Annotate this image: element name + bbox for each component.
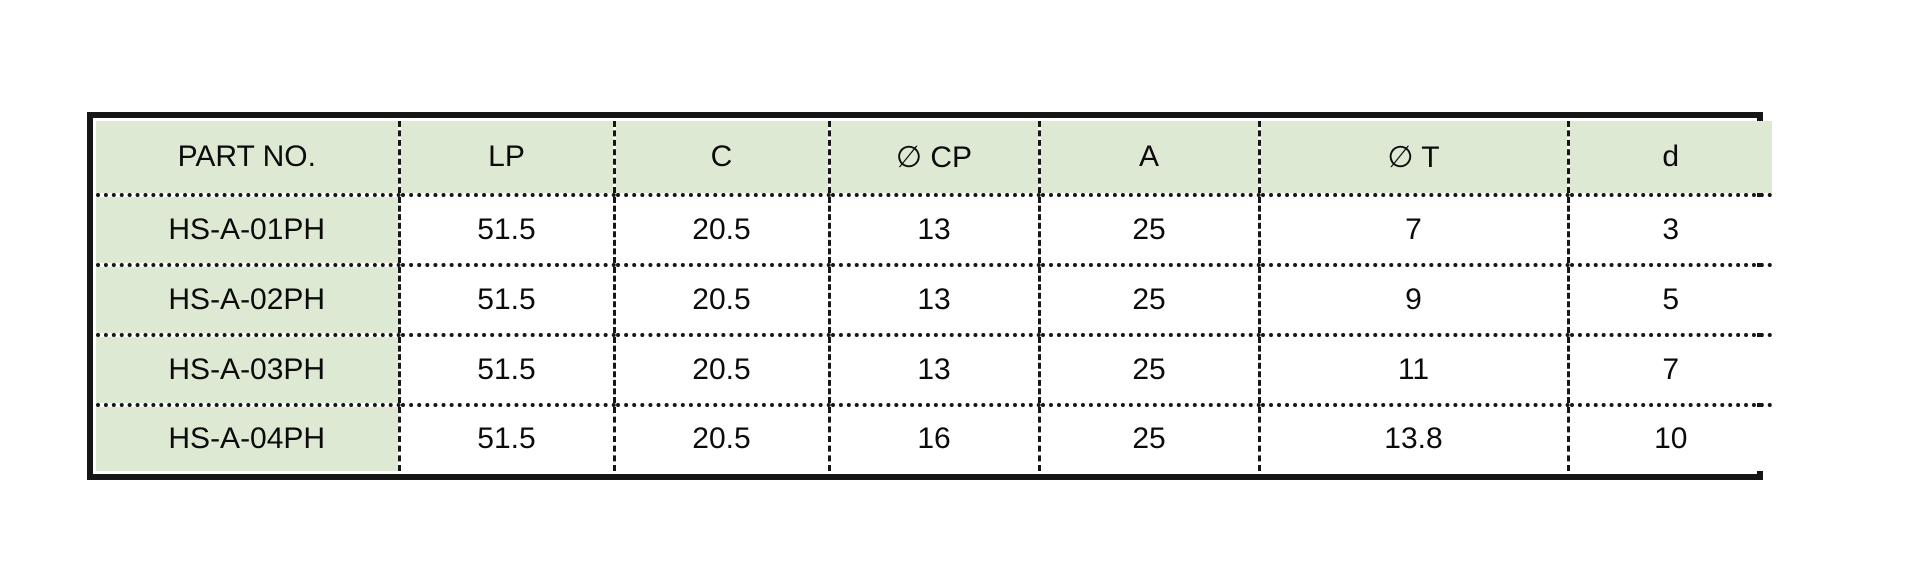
cell-dia-cp: 13 bbox=[827, 262, 1039, 335]
cell-lp: 51.5 bbox=[397, 332, 614, 405]
cell-c: 20.5 bbox=[612, 262, 829, 335]
spec-table-frame: PART NO. LP C ∅ CP A ∅ T d HS-A-01PH 51.… bbox=[87, 112, 1772, 480]
cell-part-no: HS-A-01PH bbox=[96, 193, 399, 265]
cell-dia-t: 7 bbox=[1257, 193, 1568, 265]
cell-c: 20.5 bbox=[612, 402, 829, 471]
column-header-part-no: PART NO. bbox=[96, 121, 399, 195]
cell-d: 7 bbox=[1566, 332, 1772, 405]
cell-a: 25 bbox=[1037, 262, 1259, 335]
cell-d: 10 bbox=[1566, 402, 1772, 471]
column-header-dia-cp: ∅ CP bbox=[827, 121, 1039, 195]
cell-lp: 51.5 bbox=[397, 193, 614, 265]
column-header-c: C bbox=[612, 121, 829, 195]
cell-dia-t: 11 bbox=[1257, 332, 1568, 405]
cell-c: 20.5 bbox=[612, 193, 829, 265]
column-header-a: A bbox=[1037, 121, 1259, 195]
cell-a: 25 bbox=[1037, 402, 1259, 471]
cell-a: 25 bbox=[1037, 193, 1259, 265]
cell-d: 5 bbox=[1566, 262, 1772, 335]
cell-part-no: HS-A-02PH bbox=[96, 262, 399, 335]
cell-lp: 51.5 bbox=[397, 402, 614, 471]
table-row-3: HS-A-03PH 51.5 20.5 13 25 11 7 bbox=[96, 332, 1772, 405]
cell-part-no: HS-A-04PH bbox=[96, 402, 399, 471]
cell-d: 3 bbox=[1566, 193, 1772, 265]
cell-lp: 51.5 bbox=[397, 262, 614, 335]
cell-dia-cp: 13 bbox=[827, 193, 1039, 265]
cell-dia-cp: 13 bbox=[827, 332, 1039, 405]
cell-c: 20.5 bbox=[612, 332, 829, 405]
cell-dia-t: 13.8 bbox=[1257, 402, 1568, 471]
column-header-lp: LP bbox=[397, 121, 614, 195]
table-row-2: HS-A-02PH 51.5 20.5 13 25 9 5 bbox=[96, 262, 1772, 335]
column-header-d: d bbox=[1566, 121, 1772, 195]
cell-dia-t: 9 bbox=[1257, 262, 1568, 335]
header-row: PART NO. LP C ∅ CP A ∅ T d bbox=[96, 121, 1772, 195]
spec-table: PART NO. LP C ∅ CP A ∅ T d HS-A-01PH 51.… bbox=[96, 121, 1772, 471]
table-row-1: HS-A-01PH 51.5 20.5 13 25 7 3 bbox=[96, 193, 1772, 265]
column-header-dia-t: ∅ T bbox=[1257, 121, 1568, 195]
cell-dia-cp: 16 bbox=[827, 402, 1039, 471]
table-row-4: HS-A-04PH 51.5 20.5 16 25 13.8 10 bbox=[96, 402, 1772, 471]
cell-part-no: HS-A-03PH bbox=[96, 332, 399, 405]
cell-a: 25 bbox=[1037, 332, 1259, 405]
